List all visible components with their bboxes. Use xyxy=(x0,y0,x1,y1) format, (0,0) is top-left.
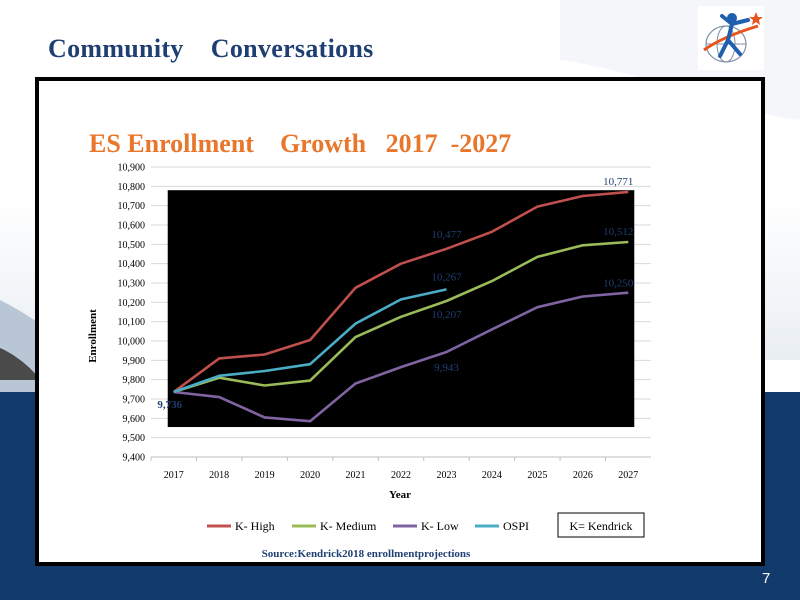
y-tick-label: 9,700 xyxy=(123,395,146,406)
chart-source: Source:Kendrick2018 enrollmentprojection… xyxy=(262,548,471,560)
y-tick-label: 10,200 xyxy=(118,298,146,309)
x-tick-label: 2023 xyxy=(436,470,456,481)
y-tick-label: 9,400 xyxy=(123,453,146,464)
data-label: 10,477 xyxy=(431,229,462,241)
slide-title: Community Conversations xyxy=(48,34,374,63)
x-axis-label: Year xyxy=(389,489,411,501)
y-tick-label: 9,600 xyxy=(123,414,146,425)
x-tick-label: 2022 xyxy=(391,470,411,481)
legend-label: K- Low xyxy=(421,519,459,533)
data-label: 9,943 xyxy=(434,362,459,374)
x-tick-label: 2017 xyxy=(164,470,184,481)
y-tick-label: 10,800 xyxy=(118,182,146,193)
y-tick-label: 9,500 xyxy=(123,433,146,444)
x-tick-label: 2027 xyxy=(618,470,638,481)
x-tick-label: 2024 xyxy=(482,470,502,481)
legend: K- High K- Medium K- Low OSPI xyxy=(207,519,529,533)
y-tick-label: 10,600 xyxy=(118,221,146,232)
x-tick-label: 2018 xyxy=(209,470,229,481)
x-tick-label: 2020 xyxy=(300,470,320,481)
x-tick-label: 2026 xyxy=(573,470,593,481)
logo xyxy=(698,6,764,70)
y-tick-label: 10,900 xyxy=(118,163,146,174)
chart-panel: ES Enrollment Growth 2017 -2027 9,400 9,5… xyxy=(39,81,761,562)
series-lines xyxy=(172,190,629,423)
axes: 9,400 9,500 9,600 9,700 9,800 9,900 10,000 10,1… xyxy=(118,163,651,481)
y-tick-label: 10,100 xyxy=(118,317,146,328)
enrollment-line-chart: ES Enrollment Growth 2017 -2027 9,400 9,5… xyxy=(87,129,651,560)
legend-label: OSPI xyxy=(503,519,529,533)
chart-title: ES Enrollment Growth 2017 -2027 xyxy=(89,129,511,158)
chart-panel-frame: ES Enrollment Growth 2017 -2027 9,400 9,5… xyxy=(35,77,765,566)
x-tick-label: 2025 xyxy=(527,470,547,481)
plot-area-fill xyxy=(167,190,635,428)
x-tick-label: 2021 xyxy=(346,470,366,481)
y-tick-label: 10,300 xyxy=(118,279,146,290)
y-tick-label: 10,400 xyxy=(118,259,146,270)
y-tick-label: 9,800 xyxy=(123,375,146,386)
data-labels: 9,736 10,477 10,267 10,207 9,943 10,771 10,512… xyxy=(157,176,634,411)
y-tick-label: 10,000 xyxy=(118,337,146,348)
data-label: 9,736 xyxy=(157,399,182,411)
legend-note: K= Kendrick xyxy=(569,519,632,533)
data-label: 10,267 xyxy=(431,271,462,283)
y-tick-label: 10,500 xyxy=(118,240,146,251)
data-label: 10,771 xyxy=(603,176,633,188)
y-tick-label: 9,900 xyxy=(123,356,146,367)
series-line-k-medium xyxy=(173,240,629,394)
series-line-k-high xyxy=(172,190,629,394)
page-number: 7 xyxy=(762,570,771,587)
y-tick-label: 10,700 xyxy=(118,201,146,212)
legend-label: K- Medium xyxy=(320,519,377,533)
legend-note-box xyxy=(557,512,645,538)
data-label: 10,250 xyxy=(603,278,634,290)
legend-label: K- High xyxy=(235,519,275,533)
series-line-ospi xyxy=(173,288,447,394)
star-figure-globe-icon xyxy=(703,12,763,63)
x-tick-label: 2019 xyxy=(255,470,275,481)
y-axis-label: Enrollment xyxy=(87,309,99,363)
data-label: 10,207 xyxy=(431,309,462,321)
data-label: 10,512 xyxy=(603,226,633,238)
series-line-k-low xyxy=(173,291,629,423)
